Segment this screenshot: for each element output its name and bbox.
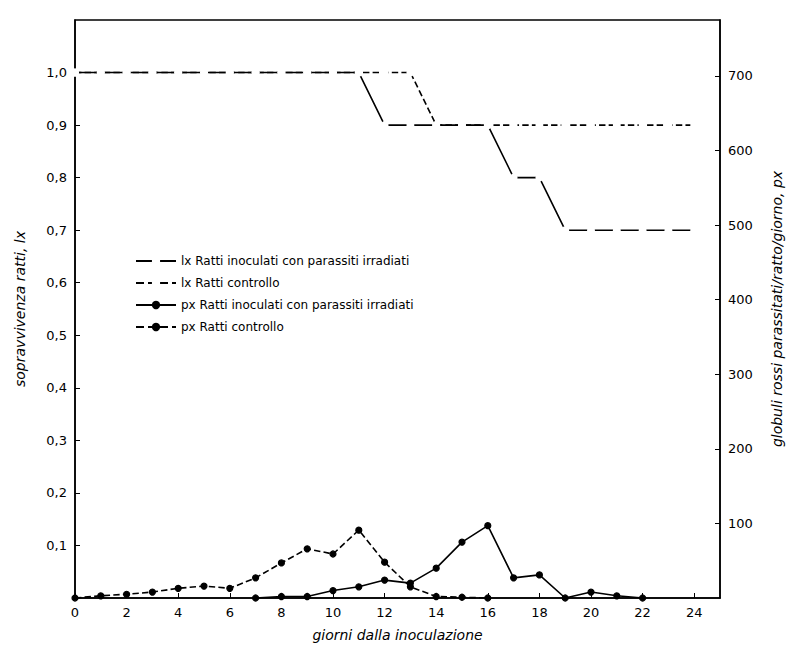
svg-text:500: 500 xyxy=(728,218,753,233)
svg-text:globuli rossi parassitati/ratt: globuli rossi parassitati/ratto/giorno, … xyxy=(769,170,785,447)
svg-text:300: 300 xyxy=(728,367,753,382)
svg-text:0,3: 0,3 xyxy=(46,433,67,448)
svg-text:24: 24 xyxy=(686,605,703,620)
svg-text:400: 400 xyxy=(728,292,753,307)
svg-text:0,9: 0,9 xyxy=(46,118,67,133)
svg-text:14: 14 xyxy=(428,605,445,620)
svg-text:0,8: 0,8 xyxy=(46,170,67,185)
svg-text:200: 200 xyxy=(728,441,753,456)
svg-text:lx Ratti controllo: lx Ratti controllo xyxy=(181,276,280,290)
svg-text:0,5: 0,5 xyxy=(46,328,67,343)
svg-text:18: 18 xyxy=(531,605,548,620)
svg-text:22: 22 xyxy=(634,605,651,620)
svg-text:100: 100 xyxy=(728,516,753,531)
svg-text:0: 0 xyxy=(71,605,79,620)
svg-text:6: 6 xyxy=(226,605,234,620)
svg-text:0,7: 0,7 xyxy=(46,223,67,238)
svg-text:8: 8 xyxy=(277,605,285,620)
svg-text:600: 600 xyxy=(728,143,753,158)
svg-text:0,6: 0,6 xyxy=(46,275,67,290)
svg-text:giorni dalla inoculazione: giorni dalla inoculazione xyxy=(312,627,482,643)
svg-text:700: 700 xyxy=(728,68,753,83)
svg-text:2: 2 xyxy=(122,605,130,620)
svg-text:0,1: 0,1 xyxy=(46,538,67,553)
svg-text:sopravvivenza ratti, lx: sopravvivenza ratti, lx xyxy=(12,230,28,387)
svg-text:10: 10 xyxy=(325,605,342,620)
svg-text:0,2: 0,2 xyxy=(46,485,67,500)
svg-text:4: 4 xyxy=(174,605,182,620)
svg-text:20: 20 xyxy=(583,605,600,620)
svg-text:lx Ratti inoculati con parassi: lx Ratti inoculati con parassiti irradia… xyxy=(181,254,409,268)
svg-text:12: 12 xyxy=(376,605,393,620)
svg-text:px Ratti controllo: px Ratti controllo xyxy=(181,320,284,334)
svg-text:px Ratti inoculati con parassi: px Ratti inoculati con parassiti irradia… xyxy=(181,298,414,312)
svg-text:0,4: 0,4 xyxy=(46,380,67,395)
svg-text:16: 16 xyxy=(480,605,497,620)
svg-text:1,0: 1,0 xyxy=(46,65,67,80)
